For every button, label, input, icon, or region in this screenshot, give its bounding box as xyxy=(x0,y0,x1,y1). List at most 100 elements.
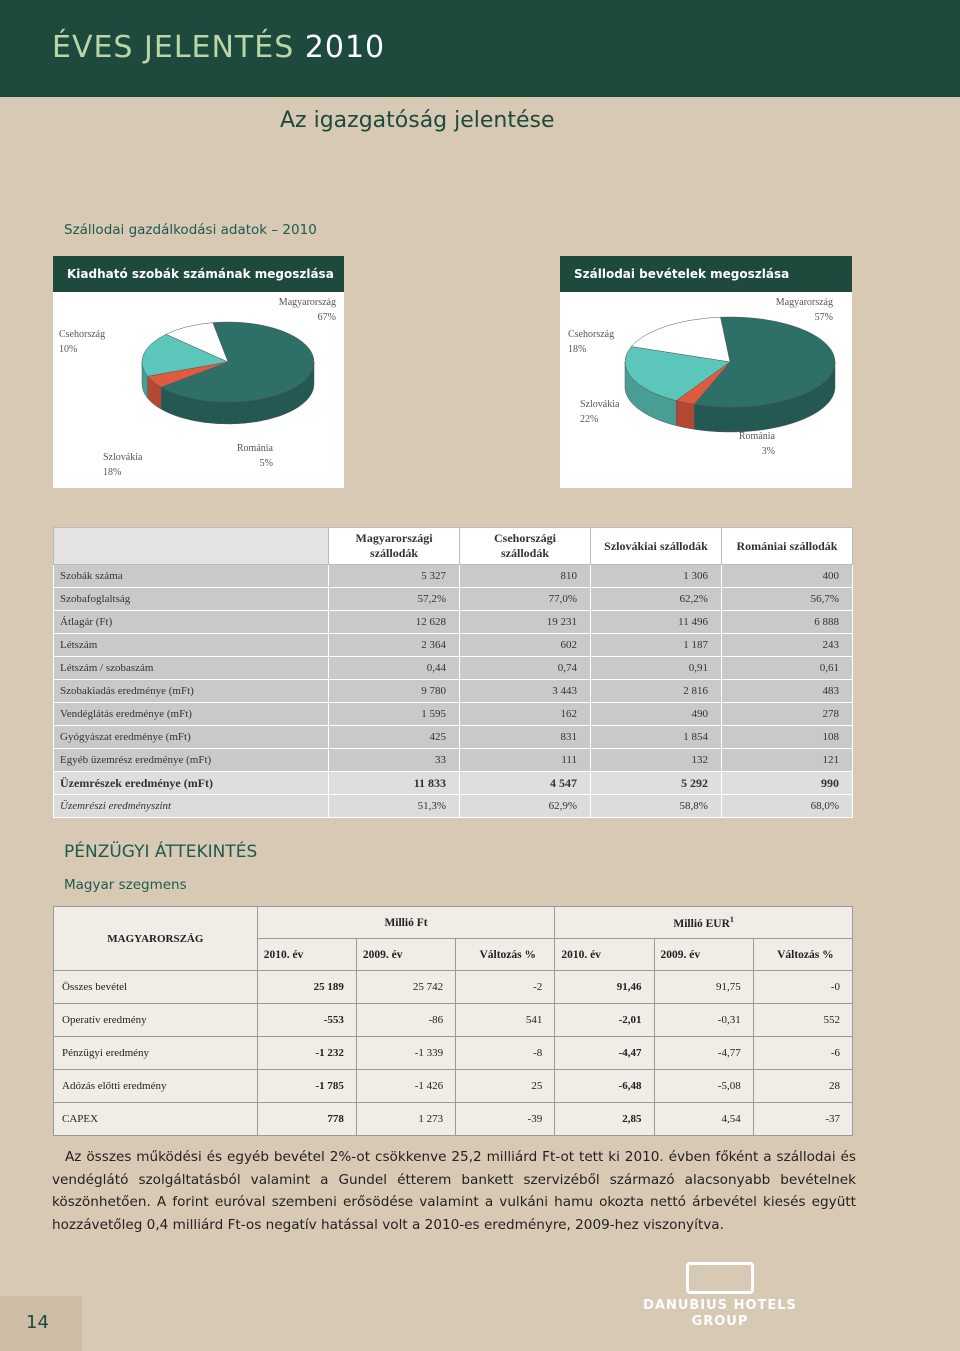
cell: 91,46 xyxy=(554,970,655,1004)
logo-mark xyxy=(686,1262,754,1294)
cell: 1 854 xyxy=(590,725,722,749)
column-header: Szlovákiai szállodák xyxy=(590,527,722,565)
corner-header: MAGYARORSZÁG xyxy=(53,906,258,971)
cell: -4,77 xyxy=(653,1036,754,1070)
cell: -0,31 xyxy=(653,1003,754,1037)
row-label: Üzemrészek eredménye (mFt) xyxy=(52,771,330,795)
cell: 0,61 xyxy=(720,656,854,680)
cell: 62,2% xyxy=(590,587,722,611)
cell: 990 xyxy=(720,771,854,795)
cell: 5 292 xyxy=(590,771,722,795)
row-label: Adózás előtti eredmény xyxy=(53,1069,258,1103)
row-label: Vendéglátás eredménye (mFt) xyxy=(52,702,330,726)
pie-slice xyxy=(147,361,229,388)
row-label: Átlagár (Ft) xyxy=(52,610,330,634)
cell: -0 xyxy=(752,970,854,1004)
pie-slice xyxy=(624,346,731,401)
financial-title: PÉNZÜGYI ÁTTEKINTÉS xyxy=(64,842,258,862)
table-row: Üzemrészek eredménye (mFt) 11 833 4 547 5 2… xyxy=(52,771,854,795)
cell: -86 xyxy=(355,1003,457,1037)
pie-slice xyxy=(160,321,315,403)
cell: -1 785 xyxy=(256,1069,357,1103)
cell: 1 306 xyxy=(590,564,722,588)
segment-title: Magyar szegmens xyxy=(64,877,187,893)
cell: -553 xyxy=(256,1003,357,1037)
column-header: Csehországi szállodák xyxy=(459,527,591,565)
table-row: Szobák száma 5 327 810 1 306 400 xyxy=(52,564,854,588)
row-label: Operatív eredmény xyxy=(53,1003,258,1037)
section-title: Szállodai gazdálkodási adatok – 2010 xyxy=(64,222,317,238)
subtitle: Az igazgatóság jelentése xyxy=(280,108,555,133)
cell: 19 231 xyxy=(459,610,591,634)
row-label: Gyógyászat eredménye (mFt) xyxy=(52,725,330,749)
cell: 33 xyxy=(328,748,461,772)
pie-slice xyxy=(675,361,731,405)
slice-value-label: 18% xyxy=(103,467,121,478)
cell: 0,74 xyxy=(459,656,591,680)
cell: 91,75 xyxy=(653,970,754,1004)
pie-slice xyxy=(693,316,836,408)
subheader: 2009. év xyxy=(653,938,754,971)
table-row: Átlagár (Ft) 12 628 19 231 11 496 6 888 xyxy=(52,610,854,634)
row-label: Létszám / szobaszám xyxy=(52,656,330,680)
cell: 810 xyxy=(459,564,591,588)
cell: 9 780 xyxy=(328,679,461,703)
header-row: Magyarországi szállodák Csehországi száll… xyxy=(52,527,854,565)
group-label: Millió EUR xyxy=(673,917,730,930)
cell: 425 xyxy=(328,725,461,749)
cell: -8 xyxy=(455,1036,556,1070)
cell: -4,47 xyxy=(554,1036,655,1070)
cell: 2 364 xyxy=(328,633,461,657)
subheader: Változás % xyxy=(455,938,556,971)
table-row: Szobakiadás eredménye (mFt) 9 780 3 443 2 8… xyxy=(52,679,854,703)
cell: 121 xyxy=(720,748,854,772)
logo-line: DANUBIUS HOTELS xyxy=(643,1298,797,1313)
row-label: CAPEX xyxy=(53,1102,258,1136)
slice-label: Magyarország xyxy=(279,297,336,308)
cell: 490 xyxy=(590,702,722,726)
cell: -2 xyxy=(455,970,556,1004)
cell: 57,2% xyxy=(328,587,461,611)
cell: -6 xyxy=(752,1036,854,1070)
logo-line: GROUP xyxy=(691,1314,749,1329)
slice-label: Csehország xyxy=(59,329,105,340)
table-row: Üzemrészi eredményszint 51,3% 62,9% 58,8% 68… xyxy=(52,794,854,818)
cell: 0,44 xyxy=(328,656,461,680)
slice-label: Szlovákia xyxy=(580,399,620,410)
page-number: 14 xyxy=(26,1312,49,1333)
row-label: Szobakiadás eredménye (mFt) xyxy=(52,679,330,703)
column-header: Romániai szállodák xyxy=(720,527,854,565)
cell: 243 xyxy=(720,633,854,657)
cell: 25 742 xyxy=(355,970,457,1004)
cell: 62,9% xyxy=(459,794,591,818)
cell: -1 426 xyxy=(355,1069,457,1103)
cell: -2,01 xyxy=(554,1003,655,1037)
pie-slice xyxy=(630,316,731,363)
slice-label: Magyarország xyxy=(776,297,833,308)
slice-label: Románia xyxy=(237,443,274,454)
cell: 6 888 xyxy=(720,610,854,634)
cell: 4 547 xyxy=(459,771,591,795)
table-row: Pénzügyi eredmény -1 232 -1 339 -8 -4,47 -4,7… xyxy=(53,1036,854,1070)
slice-label: Szlovákia xyxy=(103,452,143,463)
row-label: Összes bevétel xyxy=(53,970,258,1004)
pie-panel: Kiadható szobák számának megoszlása Magy… xyxy=(53,256,344,488)
cell: -1 339 xyxy=(355,1036,457,1070)
table-row: Szobafoglaltság 57,2% 77,0% 62,2% 56,7% xyxy=(52,587,854,611)
cell: 162 xyxy=(459,702,591,726)
pie-side xyxy=(675,400,695,430)
page-number-box: 14 xyxy=(0,1296,82,1351)
logo-text: DANUBIUS HOTELS GROUP xyxy=(600,1298,840,1330)
table-row: Operatív eredmény -553 -86 541 -2,01 -0,31 552 xyxy=(53,1003,854,1037)
cell: 25 189 xyxy=(256,970,357,1004)
table-row: Adózás előtti eredmény -1 785 -1 426 25 -6,4… xyxy=(53,1069,854,1103)
row-label: Egyéb üzemrész eredménye (mFt) xyxy=(52,748,330,772)
cell: 58,8% xyxy=(590,794,722,818)
cell: 28 xyxy=(752,1069,854,1103)
cell: 400 xyxy=(720,564,854,588)
row-label: Szobafoglaltság xyxy=(52,587,330,611)
header-title: ÉVES JELENTÉS 2010 xyxy=(52,30,385,65)
slice-value-label: 67% xyxy=(318,312,336,323)
cell: -1 232 xyxy=(256,1036,357,1070)
